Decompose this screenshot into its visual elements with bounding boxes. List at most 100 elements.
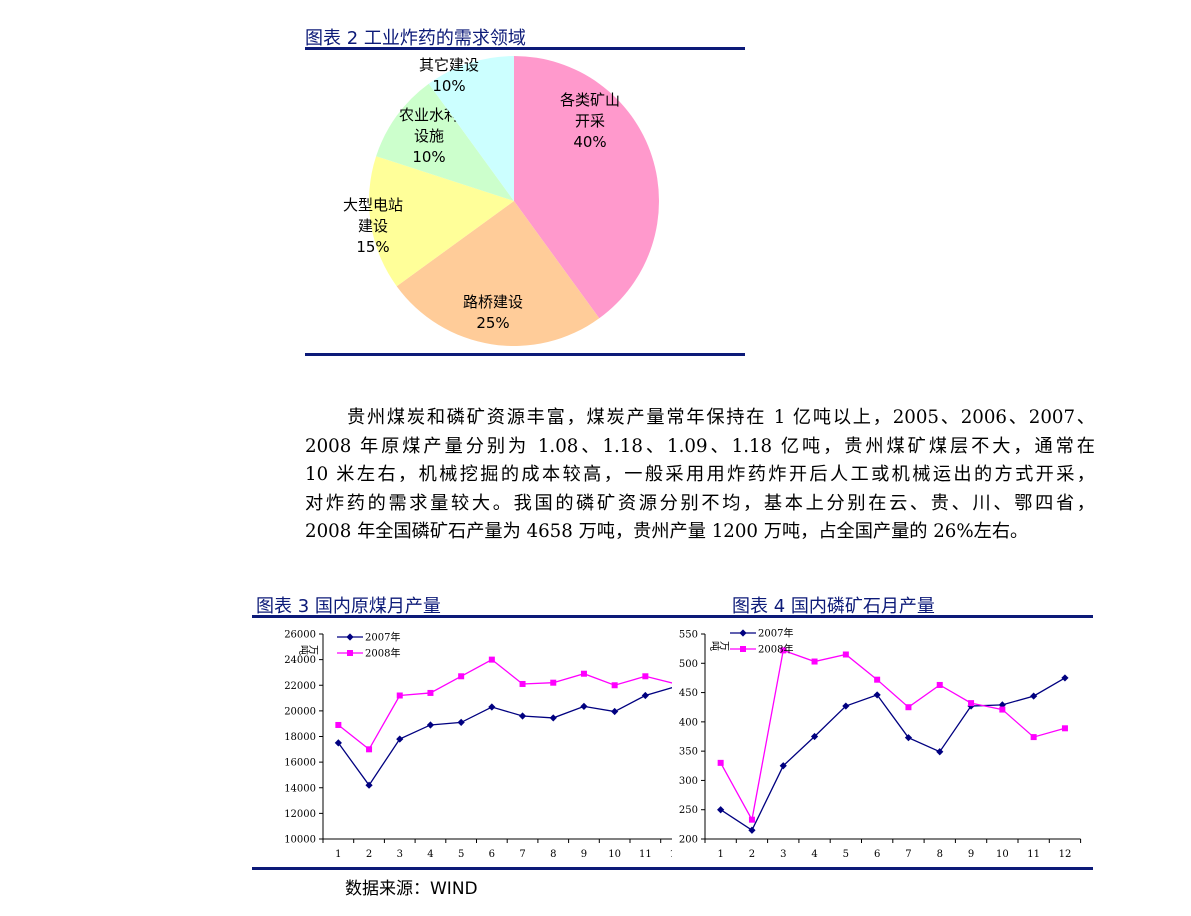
y-tick-label: 400 [679,717,698,728]
x-tick-label: 3 [397,849,403,860]
data-point [717,806,725,814]
legend-swatch-marker [346,633,354,641]
data-point [810,732,819,741]
y-axis-label: 万吨 [299,643,319,655]
y-axis-label: 万吨 [710,639,730,651]
pie-slice-percent: 10% [432,77,465,95]
legend-swatch-marker [740,646,746,652]
pie-slice-percent: 10% [412,148,445,166]
paragraph-line: 10 米左右，机械挖掘的成本较高，一般采用用炸药炸开后人工或机械运出的方式开采， [305,464,1095,485]
data-point [518,712,527,720]
y-tick-label: 350 [679,747,698,758]
data-point [1061,674,1069,682]
y-tick-label: 12000 [284,809,316,820]
data-point [488,656,495,663]
data-point [748,816,755,823]
data-point [936,748,944,756]
x-tick-label: 10 [996,849,1009,860]
y-tick-label: 24000 [284,655,316,666]
data-point [779,762,787,770]
data-point [365,781,373,789]
series-line [720,677,1066,832]
fig34-top-rule [252,615,1093,618]
data-point [905,704,912,711]
y-tick-label: 300 [679,776,698,787]
data-point [611,682,618,689]
data-point [519,680,526,687]
pie-slice [396,201,600,347]
fig34-bottom-rule [252,867,1093,870]
pie-slice [514,56,660,319]
paragraph-line: 2008 年原煤产量分别为 1.08、1.18、1.09、1.18 亿吨，贵州煤… [305,435,1095,457]
x-tick-label: 8 [937,849,943,860]
data-point [426,721,435,729]
x-tick-label: 11 [639,849,652,860]
y-tick-label: 250 [679,805,698,816]
legend-label: 2008年 [365,647,400,660]
legend-label: 2007年 [758,627,793,640]
data-point [642,673,649,680]
data-point [396,735,404,743]
data-point [335,721,342,728]
x-tick-label: 12 [1059,849,1072,860]
x-tick-label: 2 [749,849,755,860]
x-tick-label: 2 [366,849,372,860]
paragraph-line: 贵州煤炭和磷矿资源丰富，煤炭产量常年保持在 1 亿吨以上，2005、2006、2… [347,407,1095,428]
pie-slice-label: 路桥建设 [463,293,523,311]
pie-slice [376,83,514,201]
fig2-top-rule [305,47,745,50]
pie-slice-label: 大型电站 [343,196,403,214]
x-tick-label: 5 [458,849,464,860]
x-tick-label: 1 [335,849,341,860]
data-point [550,679,557,686]
data-point [488,703,496,711]
data-source: 数据来源：WIND [345,879,478,899]
paragraph-line: 2008 年全国磷矿石产量为 4658 万吨，贵州产量 1200 万吨，占全国产… [305,521,1029,542]
data-point [457,718,465,727]
pie-slice-percent: 15% [356,238,389,256]
data-point [780,647,787,654]
series-line [337,687,672,787]
y-tick-label: 500 [679,659,698,670]
data-point [968,700,975,707]
data-point [641,691,649,700]
legend-label: 2007年 [365,631,400,644]
data-point [811,658,818,665]
x-tick-label: 3 [780,849,786,860]
y-tick-label: 14000 [284,783,316,794]
x-tick-label: 9 [968,849,974,860]
y-tick-label: 10000 [284,835,316,846]
series-line [337,658,672,751]
data-point [580,702,588,710]
y-tick-label: 22000 [284,681,316,692]
data-point [936,681,943,688]
x-tick-label: 11 [1027,849,1040,860]
y-tick-label: 200 [679,835,698,846]
y-tick-label: 550 [679,630,698,641]
data-point [1030,734,1037,741]
data-point [549,714,557,722]
x-tick-label: 1 [717,849,723,860]
data-point [748,826,756,834]
pie-slice [428,56,514,201]
data-point [366,746,373,753]
series-line [720,649,1066,822]
legend-swatch-marker [739,629,747,637]
pie-slice-label: 农业水利 [399,106,459,124]
data-point [580,670,587,677]
x-tick-label: 6 [489,849,495,860]
data-point [396,692,403,699]
legend-swatch-marker [347,650,353,656]
pie-slice-label: 各类矿山 [560,91,620,109]
paragraph-line: 对炸药的需求量较大。我国的磷矿资源分别不均，基本上分别在云、贵、川、鄂四省， [305,492,1095,514]
fig4-caption: 图表 4 国内磷矿石月产量 [732,596,935,617]
fig3-line-chart: 10000 12000 14000 16000 18000 20000 22000 24000… [284,630,672,860]
x-tick-label: 9 [581,849,587,860]
legend-label: 2008年 [758,643,793,656]
y-tick-label: 20000 [284,706,316,717]
y-tick-label: 450 [679,688,698,699]
data-point [1030,692,1038,700]
data-point [427,689,434,696]
